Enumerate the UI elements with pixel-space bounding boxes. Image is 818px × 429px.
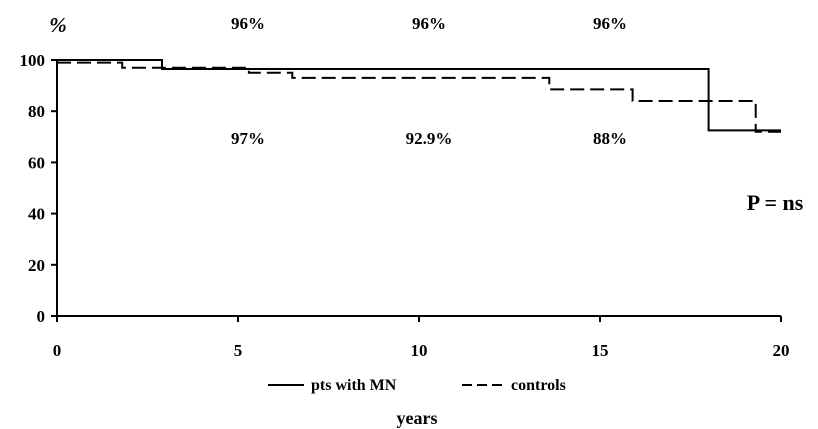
y-tick-label: 100 [20, 51, 46, 70]
series-lines [57, 59, 781, 133]
x-axis: 0 5 10 15 20 [53, 315, 790, 360]
x-tick-label: 10 [411, 341, 428, 360]
annotation-mid: 97% [231, 129, 265, 148]
y-tick-label: 60 [28, 153, 45, 172]
y-tick-label: 40 [28, 205, 45, 224]
y-tick-label: 80 [28, 102, 45, 121]
y-tick-label: 20 [28, 256, 45, 275]
x-tick-label: 5 [234, 341, 243, 360]
y-axis: 0 20 40 60 80 100 [20, 51, 58, 326]
x-axis-title: years [397, 408, 438, 428]
annotations-mid: 97% 92.9% 88% [231, 129, 627, 148]
annotation-mid: 92.9% [406, 129, 453, 148]
annotation-top: 96% [412, 14, 446, 33]
series-line-pts-with-mn [57, 59, 781, 132]
legend-label-controls: controls [511, 377, 566, 394]
annotation-mid: 88% [593, 129, 627, 148]
x-tick-label: 20 [773, 341, 790, 360]
x-tick-label: 15 [592, 341, 609, 360]
legend: pts with MN controls [268, 377, 566, 394]
y-tick-label: 0 [37, 307, 46, 326]
series-line-controls [57, 61, 781, 133]
annotations-top: 96% 96% 96% [231, 14, 627, 33]
x-tick-label: 0 [53, 341, 62, 360]
legend-label-pts-with-mn: pts with MN [311, 377, 397, 394]
y-axis-unit-label: % [49, 13, 67, 37]
p-value-label: P = ns [747, 190, 804, 215]
annotation-top: 96% [231, 14, 265, 33]
annotation-top: 96% [593, 14, 627, 33]
